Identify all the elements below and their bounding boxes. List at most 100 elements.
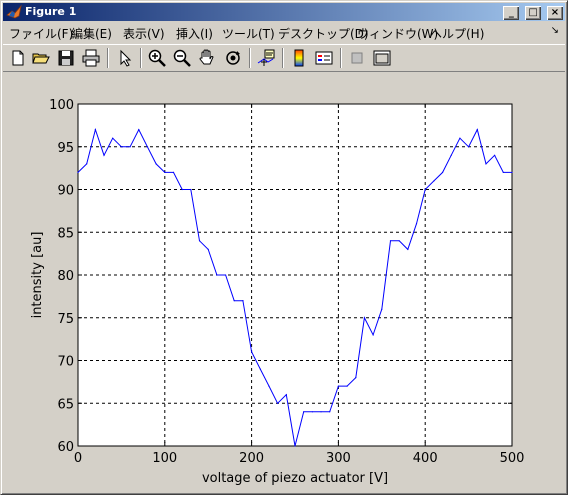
data-point [346, 385, 348, 387]
data-point [259, 368, 261, 370]
menu-tools[interactable]: ツール(T) [222, 27, 275, 41]
data-point [129, 146, 131, 148]
data-point [77, 171, 79, 173]
data-point [198, 240, 201, 242]
x-tick-label: 100 [152, 451, 177, 466]
data-point [86, 163, 88, 165]
data-point [441, 171, 444, 173]
data-point [450, 154, 452, 156]
menu-view[interactable]: 表示(V) [123, 27, 165, 41]
x-tick-label: 200 [239, 451, 264, 466]
new-file-icon[interactable] [8, 48, 28, 68]
y-tick-label: 65 [57, 397, 74, 412]
data-point [277, 402, 279, 404]
data-point [285, 394, 287, 396]
grid-lines [78, 104, 512, 446]
title-bar[interactable]: Figure 1 _ □ × [3, 3, 565, 21]
data-point [120, 146, 122, 148]
data-point [372, 334, 374, 336]
data-point [103, 154, 105, 156]
menu-file[interactable]: ファイル(F) [9, 27, 74, 41]
axis-ticks [77, 103, 513, 447]
y-tick-label: 95 [57, 141, 74, 156]
minimize-button[interactable]: _ [503, 6, 520, 20]
x-tick-label: 300 [326, 451, 351, 466]
menu-edit[interactable]: 編集(E) [71, 27, 112, 41]
data-point [398, 240, 400, 242]
x-tick-label: 0 [74, 451, 82, 466]
y-tick-label: 100 [49, 98, 74, 113]
data-point [389, 240, 392, 242]
matlab-logo-icon [6, 4, 22, 19]
data-point [112, 137, 114, 139]
data-point [294, 445, 296, 447]
open-folder-icon[interactable] [31, 48, 51, 68]
menu-help[interactable]: ヘルプ(H) [430, 27, 485, 41]
y-tick-label: 75 [57, 312, 74, 327]
data-point [424, 188, 426, 191]
toolbar-separator [140, 48, 142, 68]
y-axis-label: intensity [au] [30, 232, 45, 319]
toolbar-separator [340, 48, 342, 68]
tick-labels: 0 100 200 300 400 500 60 65 70 75 80 85 90 95 100 [49, 98, 524, 466]
data-point [459, 137, 461, 139]
plot-canvas: 0 100 200 300 400 500 60 65 70 75 80 85 90 95 100 volt… [30, 98, 524, 486]
legend-icon[interactable] [314, 48, 334, 68]
zoom-out-icon[interactable] [172, 48, 192, 68]
close-button[interactable]: × [547, 6, 563, 20]
data-point [224, 274, 227, 276]
colorbar-icon[interactable] [289, 48, 309, 68]
data-point [146, 146, 149, 148]
menu-window[interactable]: ウィンドウ(W) [357, 27, 439, 41]
data-point [311, 411, 313, 413]
data-point [181, 188, 183, 191]
arrow-select-icon[interactable] [115, 48, 135, 68]
data-point [502, 171, 504, 173]
menu-bar: ファイル(F) 編集(E) 表示(V) 挿入(I) ツール(T) デスクトップ(… [3, 23, 565, 42]
zoom-in-icon[interactable] [147, 48, 167, 68]
data-point [468, 146, 470, 148]
y-tick-label: 70 [57, 355, 74, 370]
save-icon[interactable] [56, 48, 76, 68]
data-point [155, 163, 157, 165]
data-point [303, 411, 305, 413]
data-point [242, 300, 244, 302]
data-point [172, 171, 175, 173]
y-tick-label: 80 [57, 269, 74, 284]
x-axis-label: voltage of piezo actuator [V] [202, 471, 388, 486]
toolbar-separator [249, 48, 251, 68]
data-points [77, 129, 513, 447]
data-point [329, 411, 331, 413]
data-point [511, 171, 513, 173]
data-point [94, 129, 96, 131]
x-tick-label: 500 [500, 451, 525, 466]
data-point [216, 274, 218, 276]
window-title: Figure 1 [25, 5, 77, 18]
data-point [407, 248, 409, 250]
maximize-button[interactable]: □ [525, 6, 542, 20]
data-point [337, 385, 339, 387]
data-point [485, 163, 487, 165]
rotate-3d-icon[interactable] [223, 48, 243, 68]
figure-toolbar [3, 44, 565, 72]
show-plot-tools-icon[interactable] [372, 48, 392, 68]
pan-hand-icon[interactable] [197, 48, 217, 68]
data-point [251, 351, 253, 353]
data-cursor-icon[interactable] [256, 48, 276, 68]
menu-insert[interactable]: 挿入(I) [176, 27, 213, 41]
hide-plot-tools-icon[interactable] [347, 48, 367, 68]
menu-dock-arrow-icon[interactable]: ↘ [550, 25, 559, 36]
toolbar-separator [282, 48, 284, 68]
menu-desktop[interactable]: デスクトップ(D) [278, 27, 369, 41]
data-point [207, 248, 209, 250]
data-point [433, 180, 435, 182]
y-tick-label: 60 [57, 440, 74, 455]
print-icon[interactable] [81, 48, 101, 68]
y-tick-label: 90 [57, 184, 74, 199]
data-point [363, 317, 366, 319]
x-tick-label: 400 [413, 451, 438, 466]
data-point [190, 188, 192, 191]
toolbar-separator [107, 48, 109, 68]
data-point [476, 129, 478, 131]
data-point [320, 411, 322, 413]
